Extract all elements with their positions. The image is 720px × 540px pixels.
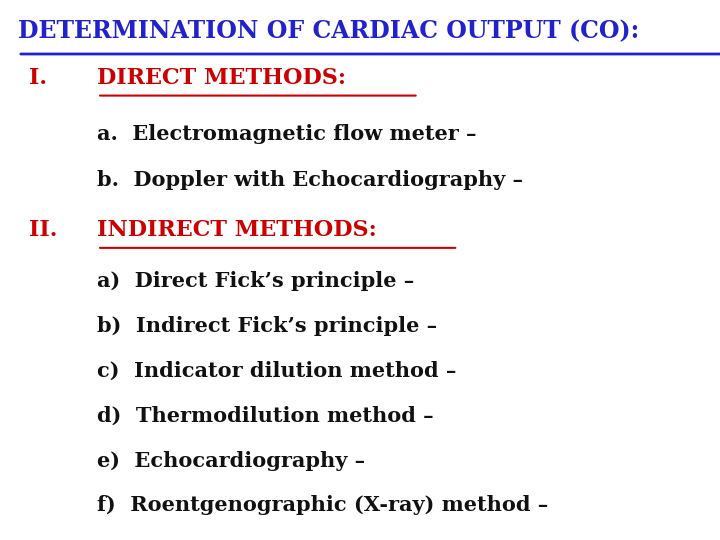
Text: INDIRECT METHODS:: INDIRECT METHODS: xyxy=(97,219,377,241)
Text: f)  Roentgenographic (X-ray) method –: f) Roentgenographic (X-ray) method – xyxy=(97,495,549,515)
Text: d)  Thermodilution method –: d) Thermodilution method – xyxy=(97,406,434,426)
Text: DIRECT METHODS:: DIRECT METHODS: xyxy=(97,67,346,89)
Text: e)  Echocardiography –: e) Echocardiography – xyxy=(97,450,365,470)
Text: b)  Indirect Fick’s principle –: b) Indirect Fick’s principle – xyxy=(97,316,437,336)
Text: DETERMINATION OF CARDIAC OUTPUT (CO):: DETERMINATION OF CARDIAC OUTPUT (CO): xyxy=(18,19,639,43)
Text: b.  Doppler with Echocardiography –: b. Doppler with Echocardiography – xyxy=(97,170,523,190)
Text: a)  Direct Fick’s principle –: a) Direct Fick’s principle – xyxy=(97,271,415,291)
Text: c)  Indicator dilution method –: c) Indicator dilution method – xyxy=(97,361,456,381)
Text: II.: II. xyxy=(29,219,57,241)
Text: a.  Electromagnetic flow meter –: a. Electromagnetic flow meter – xyxy=(97,124,477,144)
Text: I.: I. xyxy=(29,67,47,89)
